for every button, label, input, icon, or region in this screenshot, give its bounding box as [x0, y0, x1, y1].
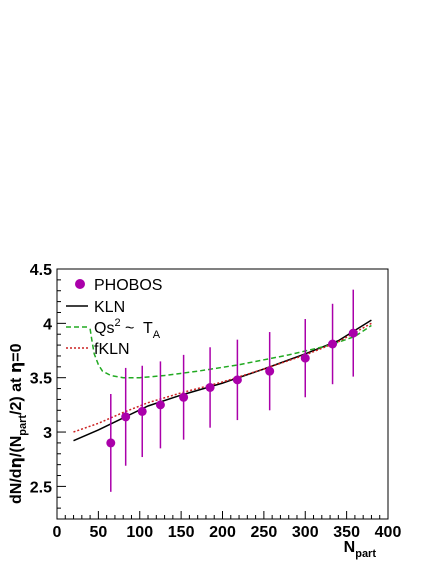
y-tick-label: 4: [43, 316, 52, 333]
data-point: [300, 353, 310, 363]
data-point: [179, 392, 189, 402]
data-point: [137, 406, 147, 416]
plot-frame: [56, 268, 389, 520]
y-axis-ticks: 2.5 3 3.5 4 4.5: [30, 262, 66, 520]
x-tick-label: 100: [126, 524, 153, 541]
data-point: [328, 339, 338, 349]
legend-label-kln: KLN: [94, 299, 125, 316]
data-point: [232, 375, 242, 385]
y-tick-label: 3: [43, 425, 52, 442]
legend-label-phobos: PHOBOS: [94, 277, 162, 294]
data-point: [121, 412, 131, 422]
x-tick-label: 250: [251, 524, 278, 541]
series-line-fkln: [73, 322, 372, 433]
data-point: [265, 366, 275, 376]
x-axis-ticks: 0 50 100 150 200 250 300 350 400: [53, 511, 402, 541]
legend: PHOBOS KLN Qs2 ~ TA fKLN: [66, 277, 162, 358]
x-tick-label: 300: [292, 524, 319, 541]
x-tick-label: 400: [375, 524, 402, 541]
x-tick-label: 150: [168, 524, 195, 541]
data-point: [155, 400, 165, 410]
data-point: [205, 382, 215, 392]
series-line-qs: [89, 324, 372, 379]
x-tick-label: 350: [333, 524, 360, 541]
legend-label-fkln: fKLN: [94, 341, 130, 358]
x-tick-label: 50: [89, 524, 107, 541]
data-point: [106, 438, 116, 448]
y-axis-title: dN/dη/(Npart/2) at η=0: [6, 343, 29, 504]
x-tick-label: 0: [53, 524, 62, 541]
y-tick-label: 4.5: [30, 262, 52, 279]
y-tick-label: 3.5: [30, 371, 52, 388]
x-tick-label: 200: [209, 524, 236, 541]
legend-label-qs: Qs2 ~ TA: [94, 317, 161, 341]
legend-marker-phobos: [75, 279, 85, 289]
x-axis-title: Npart: [344, 539, 377, 560]
data-point: [348, 328, 358, 338]
y-tick-label: 2.5: [30, 479, 52, 496]
data-points: [106, 289, 358, 492]
